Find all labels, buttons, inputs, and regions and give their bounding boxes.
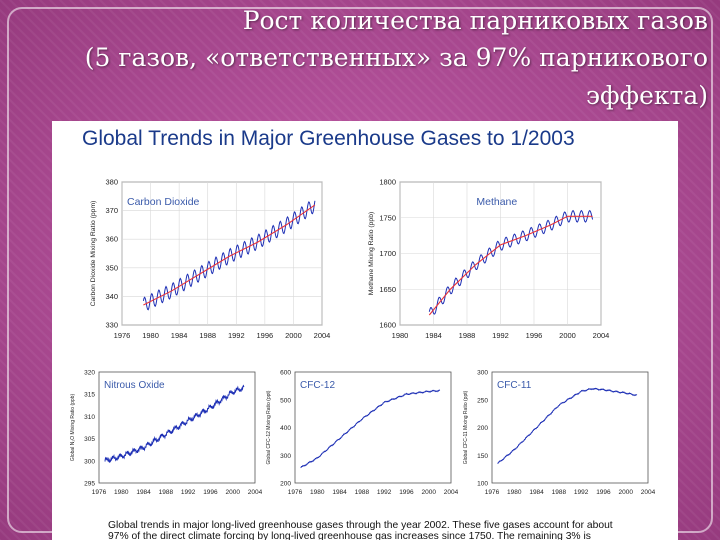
y-tick-label: 250 (477, 397, 488, 404)
y-tick-label: 350 (105, 263, 118, 272)
slide-title-line-1: Рост количества парниковых газов (242, 6, 708, 35)
y-tick-label: 305 (84, 436, 95, 443)
x-tick-label: 2004 (593, 331, 610, 340)
y-tick-label: 1600 (379, 321, 396, 330)
y-tick-label: 400 (280, 425, 291, 432)
y-tick-label: 310 (84, 414, 95, 421)
x-tick-label: 2000 (618, 489, 633, 496)
y-tick-label: 1700 (379, 249, 396, 258)
chart-methane: 1980 1984 1988 1992 1996 2000 2004 1600 1650 1700… (368, 178, 610, 341)
series-label: Methane (476, 196, 517, 208)
x-tick-label: 1996 (596, 489, 611, 496)
figure-caption: Global trends in major long-lived greenh… (108, 520, 678, 540)
y-tick-label: 320 (84, 370, 95, 377)
x-tick-label: 1992 (228, 331, 245, 340)
y-tick-label: 150 (477, 453, 488, 460)
y-tick-label: 1800 (379, 178, 396, 187)
x-tick-label: 1988 (159, 489, 174, 496)
x-tick-label: 1980 (114, 489, 129, 496)
trend-line-methane (428, 215, 593, 316)
y-tick-label: 200 (280, 481, 291, 488)
x-tick-label: 1980 (392, 331, 409, 340)
x-tick-label: 1988 (355, 489, 370, 496)
x-tick-label: 1988 (459, 331, 476, 340)
y-tick-label: 315 (84, 392, 95, 399)
plot-area (294, 371, 452, 484)
x-tick-label: 1992 (574, 489, 589, 496)
y-axis-label: Global CFC-11 Mixing Ratio (ppt) (463, 390, 469, 464)
x-tick-label: 1988 (552, 489, 567, 496)
slide-title-line-2: (5 газов, «ответственных» за 97% парнико… (84, 43, 708, 72)
y-tick-label: 300 (84, 458, 95, 465)
y-tick-label: 340 (105, 292, 118, 301)
y-axis-label: Methane Mixing Ratio (ppb) (368, 212, 375, 296)
y-tick-label: 380 (105, 178, 118, 187)
series-label: CFC-11 (497, 380, 532, 391)
x-tick-label: 1984 (425, 331, 442, 340)
trend-line-co2 (143, 204, 316, 306)
chart-n2o: 1976 1980 1984 1988 1992 1996 2000 2004 295 300 30… (70, 370, 262, 497)
chart-cfc12: 1976 1980 1984 1988 1992 1996 2000 2004 200 300 40… (266, 370, 458, 497)
caption-line-2: 97% of the direct climate forcing by lon… (108, 531, 591, 540)
x-tick-label: 1976 (92, 489, 107, 496)
y-tick-label: 500 (280, 397, 291, 404)
y-axis-label: Global CFC-12 Mixing Ratio (ppt) (266, 390, 272, 464)
y-tick-label: 100 (477, 481, 488, 488)
x-tick-label: 2000 (225, 489, 240, 496)
x-tick-label: 2004 (444, 489, 458, 496)
y-axis-label: Carbon Dioxide Mixing Ratio (ppm) (90, 201, 97, 307)
x-tick-label: 1984 (171, 331, 188, 340)
x-tick-label: 1976 (288, 489, 303, 496)
chart-cfc11: 1976 1980 1984 1988 1992 1996 2000 2004 100 150 20… (463, 370, 655, 497)
x-tick-label: 1980 (507, 489, 522, 496)
x-tick-label: 1984 (136, 489, 151, 496)
x-tick-label: 1996 (203, 489, 218, 496)
slide-title-line-3: эффекта) (585, 81, 708, 110)
y-tick-label: 1650 (379, 285, 396, 294)
x-tick-label: 1980 (310, 489, 325, 496)
series-line-cfc11 (497, 387, 638, 464)
y-tick-label: 600 (280, 370, 291, 377)
series-line-co2 (142, 200, 316, 311)
y-tick-label: 1750 (379, 213, 396, 222)
x-tick-label: 1996 (526, 331, 543, 340)
y-axis-label: Global N₂O Mixing Ratio (ppb) (70, 394, 76, 462)
y-tick-label: 330 (105, 321, 118, 330)
x-tick-label: 1992 (181, 489, 196, 496)
series-label: Nitrous Oxide (104, 380, 165, 391)
x-tick-label: 2000 (285, 331, 302, 340)
caption-line-1: Global trends in major long-lived greenh… (108, 520, 613, 531)
x-tick-label: 1984 (332, 489, 347, 496)
x-tick-label: 2004 (314, 331, 331, 340)
y-tick-label: 300 (477, 370, 488, 377)
plot-area (121, 181, 323, 326)
y-tick-label: 200 (477, 425, 488, 432)
x-tick-label: 1984 (529, 489, 544, 496)
series-label: CFC-12 (300, 380, 335, 391)
x-tick-label: 1976 (485, 489, 500, 496)
figure-title: Global Trends in Major Greenhouse Gases … (82, 127, 575, 150)
series-line-cfc12 (300, 389, 441, 469)
x-tick-label: 1988 (199, 331, 216, 340)
x-tick-label: 2004 (641, 489, 655, 496)
series-line-methane (428, 209, 594, 315)
x-tick-label: 1976 (114, 331, 131, 340)
x-tick-label: 1996 (257, 331, 274, 340)
x-tick-label: 2000 (421, 489, 436, 496)
y-tick-label: 295 (84, 481, 95, 488)
x-tick-label: 1992 (377, 489, 392, 496)
x-tick-label: 1996 (399, 489, 414, 496)
series-label: Carbon Dioxide (127, 196, 200, 208)
x-tick-label: 2004 (248, 489, 262, 496)
series-line-n2o (104, 384, 245, 463)
plot-area (491, 371, 649, 484)
y-tick-label: 370 (105, 206, 118, 215)
y-tick-label: 300 (280, 453, 291, 460)
x-tick-label: 1980 (142, 331, 159, 340)
x-tick-label: 1992 (492, 331, 509, 340)
x-tick-label: 2000 (559, 331, 576, 340)
chart-co2: 1976 1980 1984 1988 1992 1996 2000 2004 330 340 35… (90, 178, 331, 341)
y-tick-label: 360 (105, 235, 118, 244)
